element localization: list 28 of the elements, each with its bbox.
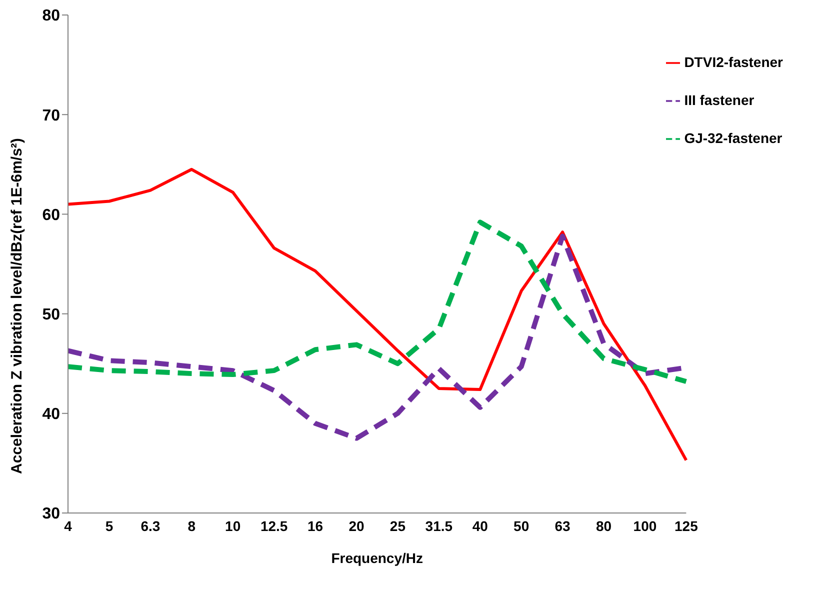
x-tick-label: 40 xyxy=(472,518,488,534)
x-tick-label: 12.5 xyxy=(260,518,288,534)
x-tick-label: 8 xyxy=(188,518,196,534)
y-tick-label: 60 xyxy=(42,206,60,224)
legend-label: GJ-32-fastener xyxy=(684,130,782,146)
x-tick-label: 4 xyxy=(64,518,72,534)
x-tick-label: 6.3 xyxy=(140,518,160,534)
legend-label: DTVI2-fastener xyxy=(684,54,783,70)
y-tick-label: 50 xyxy=(42,306,60,324)
x-tick-label: 25 xyxy=(390,518,406,534)
x-tick-label: 125 xyxy=(674,518,698,534)
x-tick-label: 20 xyxy=(348,518,364,534)
x-tick-label: 50 xyxy=(514,518,530,534)
x-tick-label: 80 xyxy=(596,518,612,534)
y-tick-label: 30 xyxy=(42,506,60,523)
x-tick-label: 10 xyxy=(225,518,241,534)
y-tick-label: 40 xyxy=(42,406,60,424)
x-tick-label: 100 xyxy=(633,518,657,534)
y-tick-label: 70 xyxy=(42,107,60,124)
line-series xyxy=(66,168,688,462)
y-axis-title: Acceleration Z vibration level/dBz(ref 1E-6m/s²) xyxy=(8,138,26,474)
x-tick-label: 16 xyxy=(307,518,324,534)
y-tick-label: 80 xyxy=(42,8,60,25)
x-tick-label: 31.5 xyxy=(425,518,453,534)
x-tick-label: 5 xyxy=(105,518,114,534)
x-tick-label: 63 xyxy=(554,518,571,534)
legend-label: III fastener xyxy=(684,92,754,108)
x-axis-title: Frequency/Hz xyxy=(331,550,423,566)
